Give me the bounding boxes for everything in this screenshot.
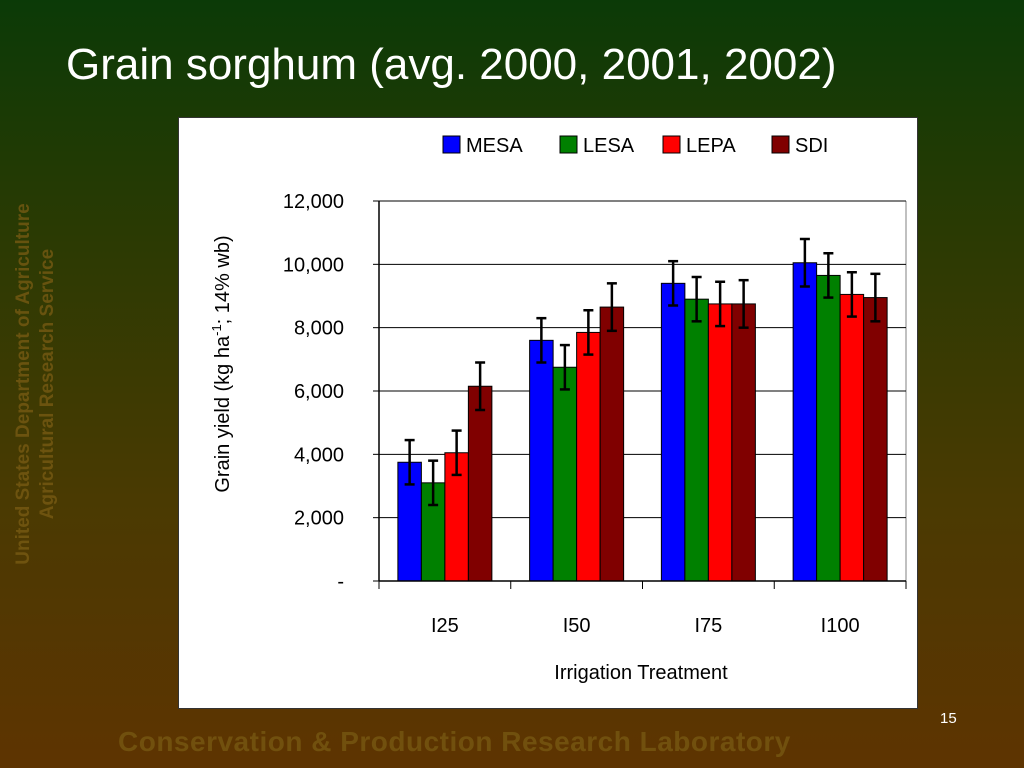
side-text-ars: Agricultural Research Service xyxy=(37,248,58,520)
y-tick-label: 4,000 xyxy=(294,444,344,466)
chart-bars xyxy=(397,237,888,582)
page-number: 15 xyxy=(940,710,957,727)
bar-mesa-i100 xyxy=(792,262,818,582)
bar-lesa-i75 xyxy=(684,298,709,582)
bar-sdi-i75 xyxy=(731,303,756,582)
slide-title: Grain sorghum (avg. 2000, 2001, 2002) xyxy=(66,40,837,89)
chart-legend: MESA LESA LEPA SDI xyxy=(442,135,828,157)
x-tick-label: I100 xyxy=(821,615,860,637)
bar-lesa-i100 xyxy=(816,274,841,582)
chart-axes: - 2,000 4,000 6,000 8,000 10,000 12,000 I25 I50 I… xyxy=(283,191,907,637)
bar-lepa-i50 xyxy=(576,331,601,582)
bar-lepa-i75 xyxy=(707,303,733,582)
legend-label-sdi: SDI xyxy=(795,135,828,157)
y-tick-label: 2,000 xyxy=(294,508,344,530)
bar-lepa-i100 xyxy=(839,293,865,582)
legend-swatch-lesa xyxy=(559,135,578,154)
legend-swatch-mesa xyxy=(442,135,461,154)
y-axis-label: Grain yield (kg ha-1; 14% wb) xyxy=(209,235,234,492)
bar-sdi-i100 xyxy=(863,297,888,582)
side-text-usda: United States Department of Agriculture xyxy=(13,203,34,565)
x-axis-label: Irrigation Treatment xyxy=(554,662,728,684)
chart-frame: MESA LESA LEPA SDI - 2,000 4,000 6,000 8,000 10,… xyxy=(178,117,918,709)
x-tick-label: I50 xyxy=(563,615,591,637)
legend-swatch-lepa xyxy=(662,135,681,154)
y-tick-label: 10,000 xyxy=(283,254,344,276)
x-tick-label: I75 xyxy=(694,615,722,637)
bar-sdi-i25 xyxy=(467,385,493,582)
bar-lesa-i50 xyxy=(552,366,578,582)
y-tick-label: - xyxy=(337,571,344,593)
bar-mesa-i75 xyxy=(660,282,686,582)
y-tick-label: 12,000 xyxy=(283,191,344,213)
bar-sdi-i50 xyxy=(599,306,625,582)
legend-swatch-sdi xyxy=(771,135,790,154)
y-tick-label: 6,000 xyxy=(294,381,344,403)
legend-label-lesa: LESA xyxy=(583,135,635,157)
bar-chart: MESA LESA LEPA SDI - 2,000 4,000 6,000 8,000 10,… xyxy=(209,135,907,684)
usda-ars-watermark: United States Department of Agriculture … xyxy=(12,203,60,564)
y-tick-label: 8,000 xyxy=(294,318,344,340)
bar-mesa-i50 xyxy=(529,339,554,582)
legend-label-mesa: MESA xyxy=(466,135,523,157)
legend-label-lepa: LEPA xyxy=(686,135,736,157)
lab-footer: Conservation & Production Research Labor… xyxy=(118,726,791,757)
x-tick-label: I25 xyxy=(431,615,459,637)
